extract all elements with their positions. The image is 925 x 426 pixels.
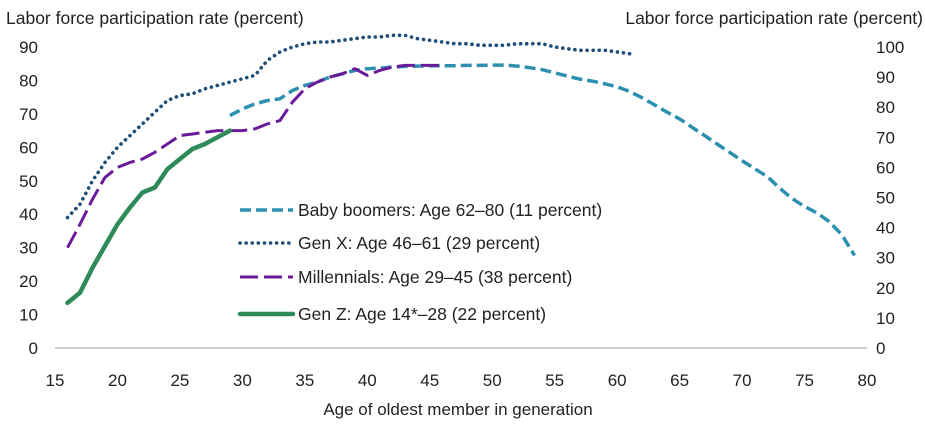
y-right-tick-label: 60 [876, 158, 895, 177]
legend-label: Gen X: Age 46–61 (29 percent) [298, 233, 540, 253]
y-left-tick-label: 20 [19, 272, 38, 291]
x-tick-labels: 15 20 25 30 35 40 45 50 55 60 65 70 75 80 [46, 371, 877, 390]
series-line-1 [229, 63, 856, 257]
x-tick-label: 60 [608, 371, 627, 390]
y-right-tick-label: 40 [876, 219, 895, 238]
y-right-tick-label: 90 [876, 68, 895, 87]
legend-label: Baby boomers: Age 62–80 (11 percent) [298, 200, 602, 220]
y-left-tick-label: 50 [19, 172, 38, 191]
x-tick-label: 70 [733, 371, 752, 390]
y-right-tick-label: 30 [876, 249, 895, 268]
x-tick-label: 15 [46, 371, 65, 390]
y-right-tick-label: 10 [876, 309, 895, 328]
legend: Baby boomers: Age 62–80 (11 percent) Gen … [237, 200, 602, 324]
x-tick-label: 75 [795, 371, 814, 390]
y-right-tick-label: 0 [876, 339, 885, 358]
y-right-tick-label: 70 [876, 128, 895, 147]
legend-label: Gen Z: Age 14*–28 (22 percent) [298, 304, 546, 324]
x-tick-label: 65 [670, 371, 689, 390]
x-tick-label: 50 [483, 371, 502, 390]
y-left-tick-label: 30 [19, 239, 38, 258]
y-left-tick-label: 70 [19, 105, 38, 124]
series-line-3 [66, 63, 443, 249]
x-axis-title: Age of oldest member in generation [323, 400, 592, 419]
x-tick-label: 25 [170, 371, 189, 390]
y-left-tick-label: 10 [19, 306, 38, 325]
y-left-tick-label: 80 [19, 71, 38, 90]
y-left-tick-label: 0 [29, 339, 38, 358]
series-line-4 [65, 128, 233, 306]
y-right-tick-label: 80 [876, 98, 895, 117]
right-axis-title: Labor force participation rate (percent) [625, 8, 923, 28]
y-left-tick-label: 60 [19, 138, 38, 157]
series-lines [65, 33, 856, 306]
x-tick-label: 40 [358, 371, 377, 390]
y-right-tick-label: 100 [876, 38, 904, 57]
y-left-tick-label: 90 [19, 38, 38, 57]
x-tick-label: 80 [858, 371, 877, 390]
x-tick-label: 35 [295, 371, 314, 390]
y-right-tick-label: 20 [876, 279, 895, 298]
y-right-tick-label: 50 [876, 189, 895, 208]
series-line-2 [65, 33, 632, 220]
left-axis-title: Labor force participation rate (percent) [6, 8, 304, 28]
y-left-tick-labels: 0 10 20 30 40 50 60 70 80 90 [19, 38, 38, 358]
x-tick-label: 20 [108, 371, 127, 390]
x-tick-label: 30 [233, 371, 252, 390]
x-tick-label: 55 [545, 371, 564, 390]
legend-label: Millennials: Age 29–45 (38 percent) [298, 267, 572, 287]
y-right-tick-labels: 0 10 20 30 40 50 60 70 80 90 100 [876, 38, 904, 358]
x-tick-label: 45 [420, 371, 439, 390]
y-left-tick-label: 40 [19, 205, 38, 224]
